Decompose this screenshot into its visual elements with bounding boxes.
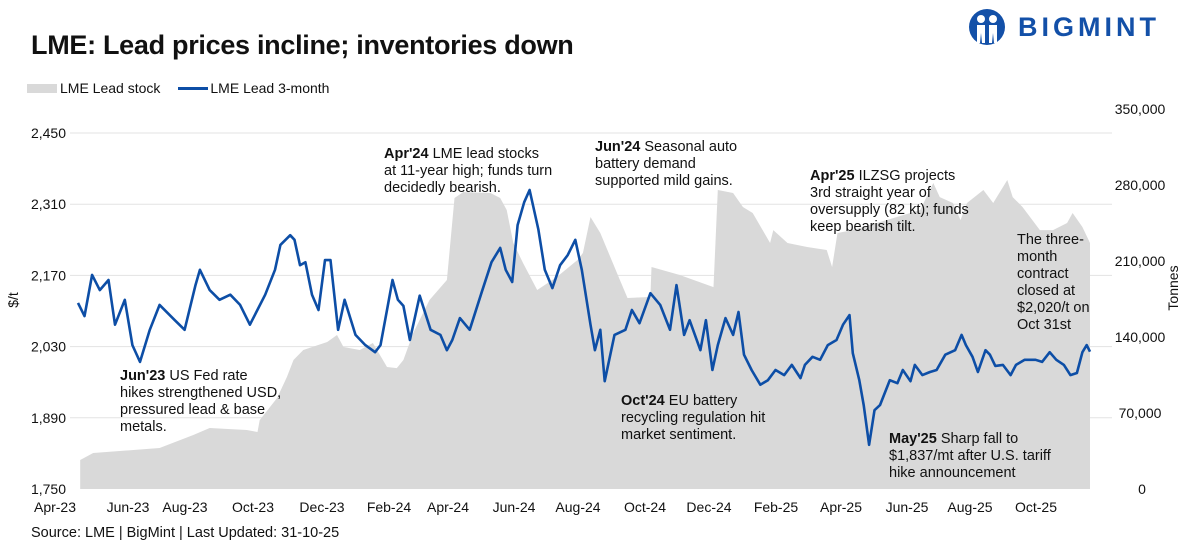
y-right-tick-label: 70,000 [1119,405,1162,421]
y-right-tick-label: 140,000 [1115,329,1166,345]
y-left-axis-title: $/t [5,292,21,308]
y-left-tick-label: 1,890 [31,410,66,426]
annotation-close: The three-month contract closed at $2,02… [1017,232,1095,334]
annotation-jun24: Jun'24 Seasonal auto battery demand supp… [595,139,755,190]
x-tick-label: Apr-25 [820,499,862,515]
y-right-tick-label: 280,000 [1115,177,1166,193]
x-tick-label: Jun-24 [493,499,536,515]
annotation-oct24: Oct'24 EU battery recycling regulation h… [621,393,781,444]
x-tick-label: Oct-23 [232,499,274,515]
x-tick-label: Aug-24 [555,499,600,515]
annotation-jun23: Jun'23 US Fed rate hikes strengthened US… [120,368,285,436]
y-right-tick-label: 0 [1138,481,1146,497]
x-tick-label: Feb-24 [367,499,412,515]
annotation-text: Sharp fall to $1,837/mt after U.S. tarif… [889,431,1051,481]
annotation-date: Apr'25 [810,168,855,184]
source-note: Source: LME | BigMint | Last Updated: 31… [31,525,340,541]
logo-text: BIGMINT [1018,11,1160,42]
x-tick-label: Jun-25 [886,499,929,515]
legend-label-stock: LME Lead stock [60,80,161,96]
y-left-tick-label: 2,170 [31,267,66,283]
legend-item-price: LME Lead 3-month [178,80,329,96]
annotation-date: Apr'24 [384,146,429,162]
annotation-text: ILZSG projects 3rd straight year of over… [810,168,969,235]
bigmint-logo-icon [969,9,1005,45]
annotation-date: Jun'23 [120,368,166,384]
x-tick-label: Apr-24 [427,499,469,515]
bigmint-logo: BIGMINT [968,8,1160,46]
y-left-tick-label: 1,750 [31,481,66,497]
annotation-apr25: Apr'25 ILZSG projects 3rd straight year … [810,168,970,236]
x-tick-label: Oct-24 [624,499,666,515]
chart-title: LME: Lead prices incline; inventories do… [31,30,574,60]
annotation-text: Seasonal auto battery demand supported m… [595,139,738,189]
annotation-text: EU battery recycling regulation hit mark… [621,393,766,443]
legend: LME Lead stock LME Lead 3-month [27,80,347,96]
y-right-tick-label: 210,000 [1115,253,1166,269]
legend-swatch-stock [27,83,57,93]
x-tick-label: Jun-23 [107,499,150,515]
x-tick-label: Dec-24 [686,499,731,515]
x-tick-label: Aug-23 [162,499,207,515]
y-left-tick-label: 2,450 [31,125,66,141]
x-tick-label: Aug-25 [947,499,992,515]
annotation-text: US Fed rate hikes strengthened USD, pres… [120,368,282,435]
x-tick-label: Dec-23 [299,499,344,515]
y-left-tick-label: 2,030 [31,339,66,355]
y-left-tick-label: 2,310 [31,196,66,212]
annotation-text: LME lead stocks at 11-year high; funds t… [384,146,553,196]
x-tick-label: Apr-23 [34,499,76,515]
legend-label-price: LME Lead 3-month [210,80,330,96]
y-right-tick-label: 350,000 [1115,101,1166,117]
stock-area-series [80,180,1091,489]
price-line-series [76,188,1092,447]
legend-swatch-price [178,86,209,90]
x-tick-label: Oct-25 [1015,499,1057,515]
y-right-axis-title: Tonnes [1165,265,1181,310]
x-tick-label: Feb-25 [754,499,799,515]
annotation-date: May'25 [889,431,937,447]
annotation-may25: May'25 Sharp fall to $1,837/mt after U.S… [889,431,1064,482]
annotation-date: Oct'24 [621,393,665,409]
legend-item-stock: LME Lead stock [27,80,160,96]
annotation-date: Jun'24 [595,139,641,155]
annotation-apr24: Apr'24 LME lead stocks at 11-year high; … [384,146,554,197]
annotation-text: The three-month contract closed at $2,02… [1017,232,1090,333]
